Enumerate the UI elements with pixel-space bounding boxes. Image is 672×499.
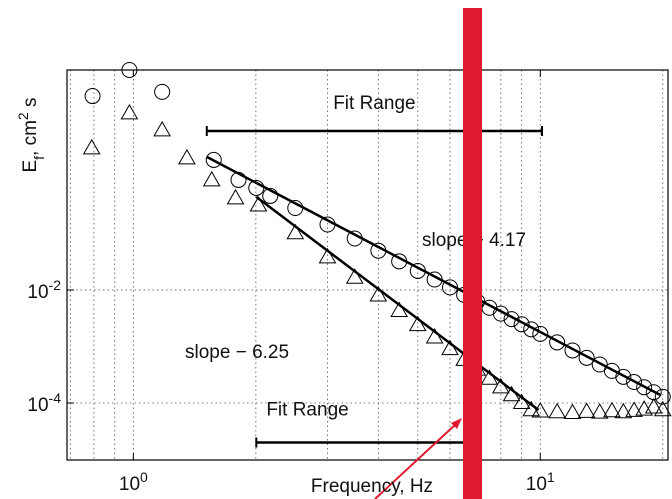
triangle-point (82, 138, 101, 155)
circle-point (523, 321, 540, 338)
triangle-point (577, 402, 596, 418)
circle-point (503, 311, 520, 328)
circle-point (84, 88, 101, 105)
triangle-point (249, 195, 268, 212)
plot-area: 100 101 10-4 10-2 Fit Range Fit Range slope − … (27, 62, 672, 495)
red-arrow-head (451, 418, 462, 429)
circle-point (442, 279, 459, 296)
circle-point (532, 325, 549, 342)
triangle-point (441, 339, 459, 356)
circle-point (262, 187, 279, 204)
fit-range-label: Fit Range (333, 93, 415, 114)
y-tick-label: 10-2 (27, 277, 61, 303)
x-axis-label: Frequency, Hz (311, 476, 433, 497)
triangle-point (202, 170, 221, 187)
circle-point (564, 342, 581, 359)
triangle-point (408, 315, 427, 332)
triangle-point (563, 403, 582, 419)
triangle-point (178, 148, 196, 165)
circle-point (287, 199, 304, 216)
circle-point (346, 230, 363, 247)
x-tick-label: 100 (119, 469, 148, 495)
circle-point (391, 253, 408, 270)
circle-point (319, 216, 336, 233)
triangle-point (653, 400, 672, 417)
triangle-point (425, 328, 444, 344)
circle-point (626, 374, 643, 391)
triangle-point (120, 103, 139, 120)
triangle-point (502, 385, 521, 402)
circle-point (636, 379, 653, 396)
triangle-point (590, 403, 609, 419)
triangle-point (644, 397, 663, 414)
triangle-point (548, 402, 566, 419)
circle-point (205, 151, 222, 168)
fit-line (206, 155, 661, 397)
triangle-point (531, 402, 550, 418)
triangle-point (390, 301, 409, 318)
triangle-point (345, 268, 364, 284)
circle-point (492, 305, 509, 322)
circle-point (615, 368, 632, 385)
triangle-point (512, 393, 531, 410)
circle-point (513, 316, 530, 333)
circle-point (230, 171, 247, 188)
slope-label: slope − 6.25 (185, 342, 289, 363)
circle-point (154, 83, 171, 100)
fit-range-label: Fit Range (266, 399, 348, 420)
x-tick-label: 101 (526, 469, 555, 495)
triangle-point (603, 401, 621, 418)
y-axis-label: Ef, cm2 s (15, 97, 47, 172)
circle-point (248, 179, 265, 196)
circle-point (426, 271, 443, 288)
triangle-point (614, 402, 633, 419)
triangle-point (522, 400, 541, 417)
circle-point (370, 242, 387, 259)
circle-point (409, 262, 426, 279)
triangle-point (226, 188, 245, 205)
triangle-point (625, 401, 643, 417)
triangle-point (318, 247, 337, 264)
red-marker-bar (463, 8, 482, 499)
red-arrow (374, 423, 457, 499)
circle-point (578, 349, 595, 366)
circle-point (654, 388, 671, 405)
triangle-point (491, 377, 510, 394)
triangle-point (153, 120, 172, 137)
plot-frame (66, 69, 669, 461)
y-tick-label: 10-4 (27, 390, 61, 416)
circle-point (549, 334, 566, 351)
triangle-point (369, 285, 388, 302)
circle-point (121, 62, 138, 78)
triangle-point (286, 223, 305, 240)
triangle-point (480, 369, 499, 385)
